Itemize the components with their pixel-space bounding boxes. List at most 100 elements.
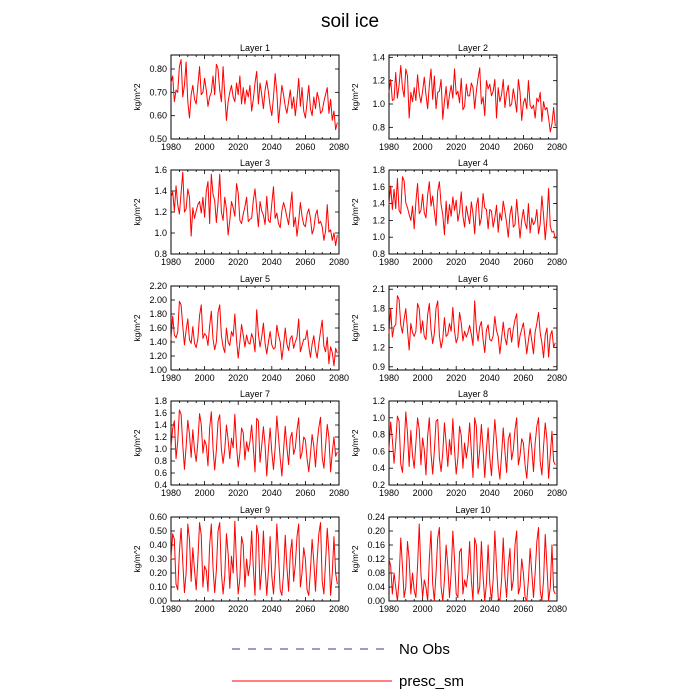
x-tick-label: 2040 (480, 257, 500, 267)
panel-title: Layer 10 (455, 505, 490, 515)
legend: No Obs presc_sm (232, 641, 464, 690)
x-tick-label: 2080 (329, 488, 349, 498)
x-tick-label: 2020 (228, 257, 248, 267)
y-tick-label: 2.1 (372, 284, 385, 294)
panel-title: Layer 7 (240, 389, 270, 399)
x-tick-label: 2060 (513, 142, 533, 152)
y-axis-label: kg/m^2 (132, 314, 142, 341)
y-tick-label: 1.0 (154, 444, 167, 454)
legend-label-presc-sm: presc_sm (399, 673, 464, 690)
x-tick-label: 2060 (513, 257, 533, 267)
x-tick-label: 2020 (228, 604, 248, 614)
panels: Layer 1 1980 2000 2020 2040 2060 2080 0.50 0.60 0… (132, 43, 567, 614)
y-tick-label: 0.60 (149, 512, 167, 522)
x-tick-label: 2080 (547, 604, 567, 614)
plot-frame (170, 285, 340, 371)
x-tick-label: 2000 (195, 604, 215, 614)
y-tick-label: 1.5 (372, 323, 385, 333)
series-line-presc-sm (170, 171, 338, 247)
x-tick-label: 2060 (295, 488, 315, 498)
y-tick-label: 1.0 (372, 99, 385, 109)
x-tick-label: 2080 (547, 257, 567, 267)
y-tick-label: 1.2 (372, 396, 385, 406)
series-line-presc-sm (170, 409, 338, 477)
panel-title: Layer 2 (458, 43, 488, 53)
y-tick-label: 1.00 (149, 365, 167, 375)
x-tick-label: 2080 (329, 142, 349, 152)
x-tick-label: 1980 (379, 373, 399, 383)
y-tick-label: 0.8 (372, 122, 385, 132)
panel-layer-2: Layer 2 1980 2000 2020 2040 2060 2080 0.8 1.0 1.2… (350, 43, 567, 152)
x-tick-label: 2020 (446, 142, 466, 152)
x-tick-label: 2040 (480, 142, 500, 152)
x-tick-label: 2000 (413, 488, 433, 498)
y-tick-label: 0.8 (154, 456, 167, 466)
y-tick-label: 0.60 (149, 111, 167, 121)
x-tick-label: 2020 (228, 142, 248, 152)
y-tick-label: 1.8 (372, 304, 385, 314)
x-tick-label: 2060 (513, 488, 533, 498)
y-tick-label: 1.2 (372, 342, 385, 352)
y-axis-label: kg/m^2 (132, 429, 142, 456)
x-tick-label: 2040 (262, 604, 282, 614)
y-tick-label: 2.00 (149, 295, 167, 305)
y-tick-label: 0.4 (154, 480, 167, 490)
y-tick-label: 0.50 (149, 134, 167, 144)
x-tick-label: 2080 (547, 488, 567, 498)
y-tick-label: 0.30 (149, 554, 167, 564)
x-tick-label: 2000 (413, 373, 433, 383)
x-tick-label: 2060 (295, 373, 315, 383)
y-tick-label: 0.80 (149, 64, 167, 74)
x-tick-label: 2060 (513, 604, 533, 614)
y-tick-label: 0.10 (149, 582, 167, 592)
x-tick-label: 2020 (446, 373, 466, 383)
x-tick-label: 2000 (195, 142, 215, 152)
x-tick-label: 2020 (228, 488, 248, 498)
y-tick-label: 0.16 (367, 540, 385, 550)
panel-title: Layer 1 (240, 43, 270, 53)
y-axis-label: kg/m^2 (350, 545, 360, 572)
y-tick-label: 2.20 (149, 281, 167, 291)
panel-layer-6: Layer 6 1980 2000 2020 2040 2060 2080 0.9 1.2 1.5… (350, 274, 567, 383)
x-tick-label: 2020 (446, 604, 466, 614)
y-axis-label: kg/m^2 (350, 429, 360, 456)
panel-title: Layer 3 (240, 158, 270, 168)
y-axis-label: kg/m^2 (350, 314, 360, 341)
y-tick-label: 0.6 (372, 446, 385, 456)
plot-frame (388, 54, 558, 140)
x-tick-label: 1980 (161, 373, 181, 383)
x-tick-label: 2040 (262, 142, 282, 152)
y-tick-label: 1.4 (154, 420, 167, 430)
y-tick-label: 1.2 (154, 432, 167, 442)
x-tick-label: 2040 (480, 488, 500, 498)
y-axis-label: kg/m^2 (132, 83, 142, 110)
y-tick-label: 0.00 (149, 596, 167, 606)
y-tick-label: 0.04 (367, 582, 385, 592)
x-tick-label: 1980 (161, 604, 181, 614)
panel-layer-4: Layer 4 1980 2000 2020 2040 2060 2080 0.8 1.0 1.2… (350, 158, 567, 267)
legend-label-no-obs: No Obs (399, 641, 450, 658)
x-tick-label: 2060 (295, 142, 315, 152)
panel-layer-1: Layer 1 1980 2000 2020 2040 2060 2080 0.50 0.60 0… (132, 43, 349, 152)
x-tick-label: 2040 (262, 488, 282, 498)
x-tick-label: 1980 (379, 488, 399, 498)
y-tick-label: 0.70 (149, 87, 167, 97)
y-tick-label: 0.24 (367, 512, 385, 522)
x-tick-label: 1980 (161, 142, 181, 152)
plot-frame (388, 285, 558, 371)
y-tick-label: 1.40 (149, 337, 167, 347)
y-tick-label: 1.8 (372, 165, 385, 175)
panel-title: Layer 9 (240, 505, 270, 515)
x-tick-label: 2060 (295, 257, 315, 267)
y-tick-label: 0.8 (372, 249, 385, 259)
y-tick-label: 1.60 (149, 323, 167, 333)
x-tick-label: 2040 (480, 604, 500, 614)
x-tick-label: 1980 (161, 257, 181, 267)
x-tick-label: 2000 (195, 373, 215, 383)
y-tick-label: 1.6 (372, 182, 385, 192)
y-tick-label: 1.8 (154, 396, 167, 406)
x-tick-label: 2040 (480, 373, 500, 383)
y-tick-label: 0.40 (149, 540, 167, 550)
y-tick-label: 1.20 (149, 351, 167, 361)
